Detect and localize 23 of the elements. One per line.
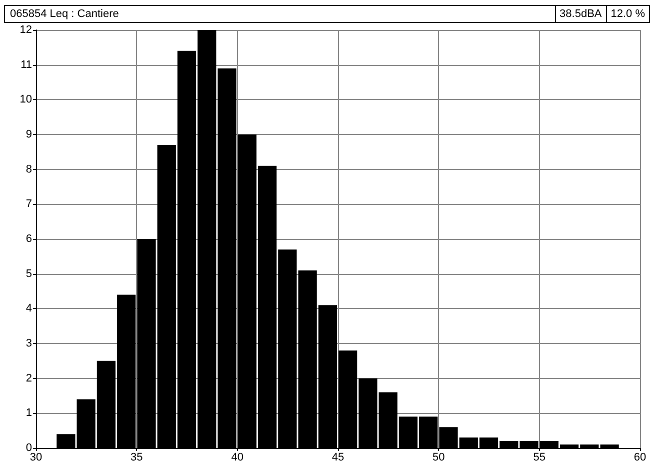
x-tick-label: 55: [533, 452, 546, 464]
x-tick-label: 30: [30, 452, 42, 464]
y-tick-label: 4: [26, 302, 32, 315]
y-tick-label: 12: [20, 24, 32, 36]
y-tick-label: 5: [26, 268, 32, 280]
x-tick-label: 40: [231, 452, 244, 464]
x-tick-label: 35: [130, 452, 143, 464]
y-tick-label: 6: [26, 233, 32, 245]
y-tick-label: 8: [26, 163, 32, 176]
y-tick-label: 10: [20, 94, 32, 106]
y-tick-label: 1: [26, 407, 32, 420]
y-tick-label: 0: [26, 442, 32, 454]
y-tick-label: 11: [20, 58, 32, 71]
y-tick-label: 3: [26, 338, 32, 350]
x-tick-label: 45: [332, 452, 344, 464]
chart-title: 065854 Leq : Cantiere: [10, 8, 119, 20]
x-tick-label: 60: [634, 452, 646, 464]
x-tick-label: 50: [432, 452, 445, 464]
text: 38.5dBA: [554, 6, 606, 22]
text: 12.0 %: [606, 6, 649, 22]
y-tick-label: 9: [26, 128, 32, 140]
y-tick-label: 7: [26, 198, 32, 210]
y-tick-label: 2: [26, 372, 32, 384]
